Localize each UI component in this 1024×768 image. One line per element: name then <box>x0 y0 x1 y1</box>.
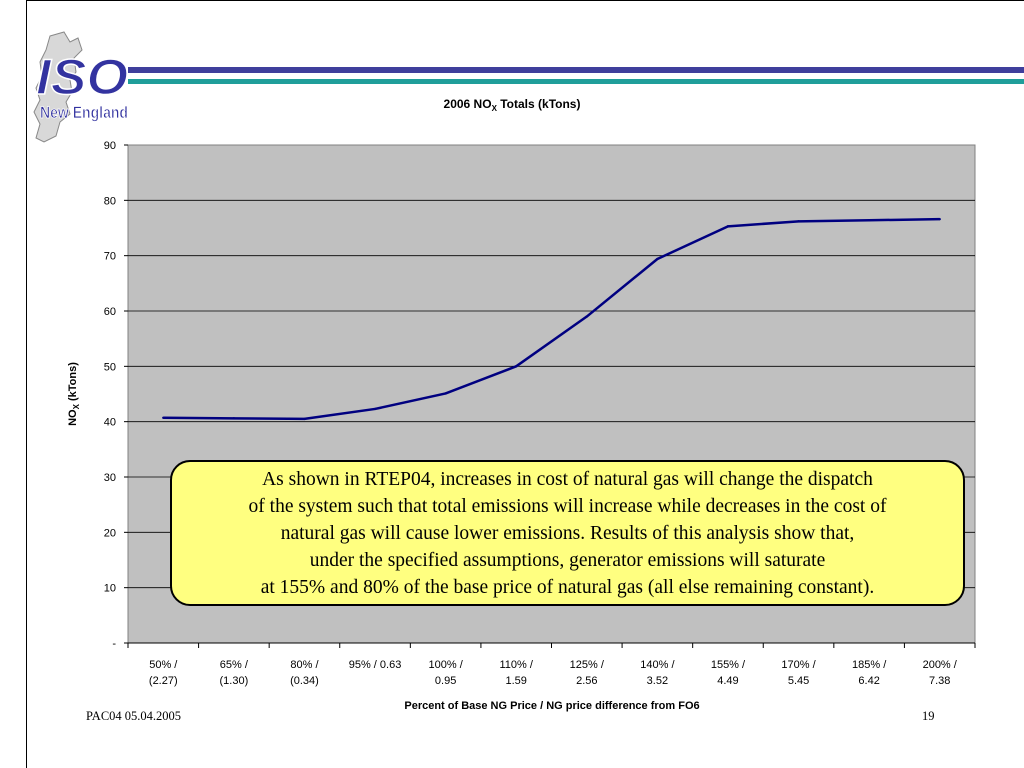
data-point <box>515 365 518 368</box>
y-axis-label: NOX (kTons) <box>67 362 81 426</box>
data-point <box>444 392 447 395</box>
x-tick-label: 65% / (1.30) <box>220 659 249 687</box>
x-tick-label: 200% /7.38 <box>923 659 958 687</box>
data-point <box>938 217 941 221</box>
y-tick-label: 20 <box>104 527 116 539</box>
y-axis-ticks: - 10 20 30 40 50 60 70 80 90 <box>104 140 128 650</box>
nox-series-line <box>163 217 940 421</box>
chart-title: 2006 NOX Totals (kTons) <box>444 97 581 113</box>
x-tick-label: 155% /4.49 <box>711 659 746 687</box>
data-point <box>585 315 588 318</box>
y-tick-label: 40 <box>104 417 116 429</box>
header-band-teal <box>128 79 1024 84</box>
data-points <box>162 217 941 421</box>
y-tick-label: 50 <box>104 361 116 373</box>
iso-new-england-logo: ISO New England <box>33 31 129 143</box>
x-axis-label: Percent of Base NG Price / NG price diff… <box>404 700 699 712</box>
logo-new-england-text: New England <box>40 103 128 122</box>
logo-iso-text: ISO <box>36 49 128 105</box>
data-point <box>726 225 730 228</box>
y-tick-label: 80 <box>104 195 116 207</box>
x-tick-label: 110% /1.59 <box>499 659 533 687</box>
data-point <box>303 417 306 421</box>
x-axis-ticks: 50% / (2.27) 65% / (1.30) 80% / (0.34) 95% / 0… <box>127 642 976 687</box>
y-tick-label: - <box>112 638 116 650</box>
callout-line: under the specified assumptions, generat… <box>309 549 826 571</box>
x-tick-label: 170% /5.45 <box>781 659 816 687</box>
y-tick-label: 60 <box>104 306 116 318</box>
y-tick-label: 10 <box>104 583 116 595</box>
x-tick-label: 100% /0.95 <box>429 659 464 687</box>
y-tick-label: 90 <box>104 140 116 152</box>
data-point <box>162 416 165 419</box>
callout-line: As shown in RTEP04, increases in cost of… <box>262 468 873 490</box>
slide-frame <box>26 0 1024 768</box>
data-point <box>373 407 377 411</box>
x-tick-label: 125% /2.56 <box>570 659 605 687</box>
footer-date: PAC04 05.04.2005 <box>86 709 182 723</box>
callout-line: natural gas will cause lower emissions. … <box>280 522 855 544</box>
callout-line: at 155% and 80% of the base price of nat… <box>260 576 875 598</box>
data-point <box>867 219 871 222</box>
analysis-callout: As shown in RTEP04, increases in cost of… <box>170 460 965 606</box>
new-england-map-shape <box>33 31 83 143</box>
data-point <box>656 257 659 261</box>
data-point <box>797 220 800 223</box>
y-tick-label: 30 <box>104 472 116 484</box>
x-tick-label: 185% /6.42 <box>852 659 887 687</box>
callout-line: of the system such that total emissions … <box>248 495 887 517</box>
x-tick-label: 95% / 0.63 <box>349 659 402 671</box>
header-band-blue <box>128 67 1024 73</box>
x-tick-label: 140% /3.52 <box>640 659 675 687</box>
y-tick-label: 70 <box>104 251 116 263</box>
x-tick-label: 50% / (2.27) <box>149 659 178 687</box>
x-tick-label: 80% / (0.34) <box>290 659 319 687</box>
data-point <box>232 417 236 420</box>
page-number: 19 <box>922 709 935 723</box>
